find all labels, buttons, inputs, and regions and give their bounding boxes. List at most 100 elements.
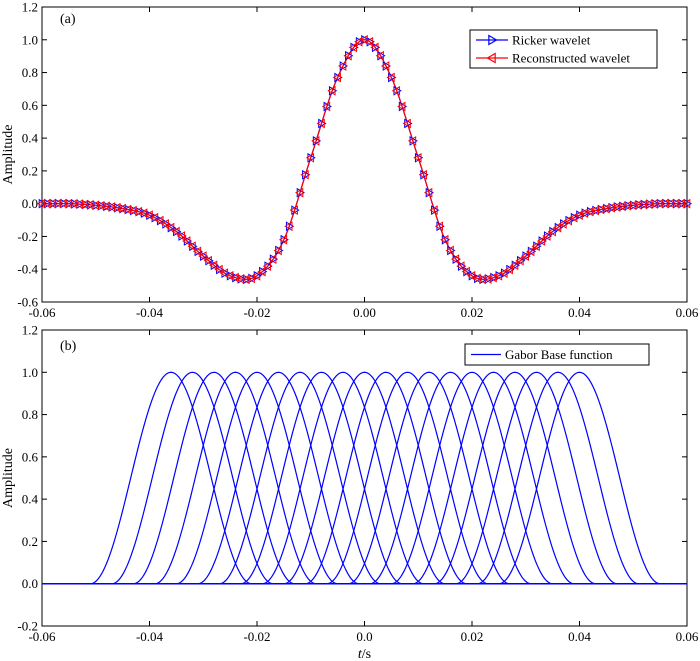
legend-a: Ricker wavelet Reconstructed wavelet	[469, 29, 658, 69]
data-marker-ricker	[538, 236, 547, 246]
data-marker-ricker	[205, 255, 214, 266]
data-marker-ricker	[328, 85, 338, 96]
y-tick-label-a: 0.0	[22, 196, 38, 211]
data-marker-reconstructed	[445, 245, 454, 256]
gabor-curve	[42, 371, 687, 585]
data-marker-reconstructed	[252, 270, 261, 281]
data-marker-ricker	[339, 61, 348, 71]
data-marker-ricker	[280, 234, 289, 245]
data-marker-reconstructed	[359, 34, 368, 45]
data-marker-ricker	[527, 246, 537, 257]
y-tick-label-b: 0.8	[22, 407, 38, 422]
panel-a: -0.06 -0.04 -0.02 0.00 0.02 0.04 0.06 -0.6 -0.4 -…	[1, 0, 699, 320]
data-marker-reconstructed	[649, 198, 659, 209]
curves-b	[42, 371, 687, 585]
data-marker-reconstructed	[671, 198, 680, 209]
data-marker-ricker	[431, 205, 440, 216]
data-marker-reconstructed	[397, 101, 406, 112]
data-marker-reconstructed	[257, 266, 266, 277]
data-marker-reconstructed	[149, 212, 159, 223]
data-marker-ricker	[382, 61, 391, 71]
data-marker-ricker	[307, 152, 316, 163]
gabor-curve	[42, 371, 687, 585]
x-axis-label-unit: /s	[362, 647, 371, 661]
y-tick-label-b: -0.2	[17, 619, 38, 634]
data-marker-reconstructed	[450, 254, 460, 265]
data-marker-ricker	[425, 187, 434, 198]
data-marker-ricker	[199, 251, 209, 261]
gabor-curve	[42, 371, 687, 585]
data-marker-reconstructed	[665, 198, 675, 209]
panel-label-a: (a)	[60, 12, 76, 27]
data-marker-reconstructed	[311, 136, 320, 146]
x-tick-label-b: 0.0	[356, 629, 372, 644]
data-marker-reconstructed	[413, 152, 422, 163]
data-marker-reconstructed	[526, 246, 535, 257]
data-marker-reconstructed	[300, 169, 309, 180]
data-marker-reconstructed	[381, 61, 390, 71]
data-marker-ricker	[291, 205, 300, 216]
data-marker-reconstructed	[192, 246, 202, 257]
data-marker-reconstructed	[461, 266, 470, 277]
x-tick-label-b: 0.02	[461, 629, 484, 644]
data-marker-ricker	[350, 42, 359, 53]
data-marker-reconstructed	[499, 268, 508, 279]
data-marker-reconstructed	[440, 234, 449, 245]
data-marker-reconstructed	[209, 260, 218, 271]
data-marker-ricker	[457, 261, 467, 272]
legend-label-ricker: Ricker wavelet	[512, 33, 591, 48]
gabor-curve	[42, 371, 687, 585]
data-marker-reconstructed	[563, 215, 573, 226]
data-marker-reconstructed	[402, 118, 411, 129]
data-marker-reconstructed	[47, 198, 57, 209]
gabor-curve	[42, 371, 687, 585]
y-tick-label-b: 0.0	[22, 576, 38, 591]
data-marker-ricker	[452, 254, 461, 265]
gabor-curve	[42, 371, 687, 585]
data-marker-ricker	[264, 261, 273, 272]
legend-b: Gabor Base function	[464, 343, 650, 366]
data-marker-reconstructed	[262, 261, 272, 272]
data-marker-ricker	[409, 136, 418, 146]
data-marker-reconstructed	[676, 198, 685, 209]
data-marker-reconstructed	[144, 210, 153, 221]
x-tick-label-b: 0.06	[676, 629, 699, 644]
data-marker-reconstructed	[225, 270, 234, 281]
data-marker-ricker	[447, 245, 456, 256]
data-marker-reconstructed	[424, 187, 433, 198]
data-marker-reconstructed	[574, 210, 583, 221]
data-marker-reconstructed	[278, 234, 288, 245]
y-tick-label-a: 0.4	[22, 131, 39, 146]
data-marker-reconstructed	[510, 260, 519, 271]
data-marker-reconstructed	[273, 245, 282, 256]
data-marker-ricker	[312, 136, 322, 146]
gabor-curve	[42, 371, 687, 585]
data-marker-reconstructed	[166, 222, 175, 233]
data-marker-ricker	[285, 221, 295, 232]
data-marker-ricker	[334, 72, 343, 83]
y-tick-label-b: 0.4	[22, 492, 39, 507]
data-marker-reconstructed	[515, 255, 524, 266]
data-marker-ricker	[377, 50, 386, 61]
data-marker-reconstructed	[284, 221, 293, 232]
gabor-curve	[42, 371, 687, 585]
data-marker-reconstructed	[37, 198, 46, 209]
legend-box-a	[469, 29, 658, 69]
x-tick-label-b: -0.02	[243, 629, 270, 644]
data-marker-ricker	[210, 260, 219, 271]
data-marker-reconstructed	[268, 254, 277, 265]
y-axis-label-b: Amplitude	[1, 448, 16, 508]
data-marker-reconstructed	[407, 136, 417, 146]
data-marker-ricker	[517, 255, 526, 266]
data-marker-reconstructed	[682, 198, 691, 209]
y-tick-label-b: 0.2	[22, 534, 38, 549]
data-marker-reconstructed	[176, 231, 186, 241]
data-marker-reconstructed	[364, 36, 374, 47]
data-marker-ricker	[323, 101, 332, 112]
x-axis-label-symbol: t	[358, 647, 363, 661]
y-tick-label-a: 1.2	[22, 0, 38, 15]
data-marker-ricker	[404, 118, 413, 129]
data-marker-reconstructed	[536, 236, 546, 246]
data-marker-ricker	[302, 169, 311, 180]
data-marker-reconstructed	[456, 261, 465, 272]
